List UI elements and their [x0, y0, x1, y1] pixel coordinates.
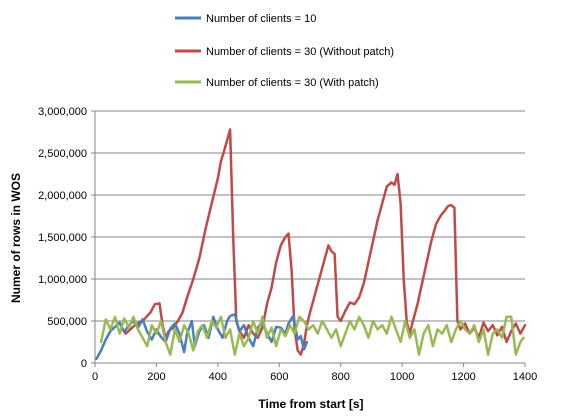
y-tick-label: 1,500,000 — [38, 232, 87, 244]
legend-label-2: Number of clients = 30 (Without patch) — [206, 46, 394, 58]
y-tick-label: 1,000,000 — [38, 274, 87, 286]
y-tick-label: 500,000 — [47, 316, 87, 328]
x-tick-label: 600 — [270, 371, 288, 383]
x-tick-label: 1200 — [451, 371, 475, 383]
series-line-2 — [124, 128, 527, 356]
legend-label-3: Number of clients = 30 (With patch) — [206, 77, 379, 89]
y-tick-label: 0 — [81, 358, 87, 370]
series-lines — [95, 128, 527, 361]
y-tick-label: 2,500,000 — [38, 148, 87, 160]
x-axis-title: Time from start [s] — [258, 397, 363, 411]
x-tick-label: 400 — [209, 371, 227, 383]
y-tick-labels: 0 500,000 1,000,000 1,500,000 2,000,000 2,500… — [38, 106, 87, 370]
series-line-1 — [95, 313, 309, 361]
x-tick-label: 200 — [147, 371, 165, 383]
axes — [94, 111, 525, 364]
series-line-3 — [99, 315, 525, 356]
gridlines — [91, 110, 526, 367]
legend-label-1: Number of clients = 10 — [206, 13, 316, 25]
x-tick-label: 0 — [92, 371, 98, 383]
y-axis-title: Numer of rows in WOS — [9, 173, 23, 303]
x-tick-label: 1000 — [390, 371, 414, 383]
x-tick-label: 800 — [332, 371, 350, 383]
x-tick-label: 1400 — [513, 371, 537, 383]
y-tick-label: 2,000,000 — [38, 190, 87, 202]
x-tick-labels: 0 200 400 600 800 1000 1200 1400 — [92, 371, 537, 383]
y-tick-label: 3,000,000 — [38, 106, 87, 118]
legend: Number of clients = 10 Number of clients … — [175, 13, 394, 89]
